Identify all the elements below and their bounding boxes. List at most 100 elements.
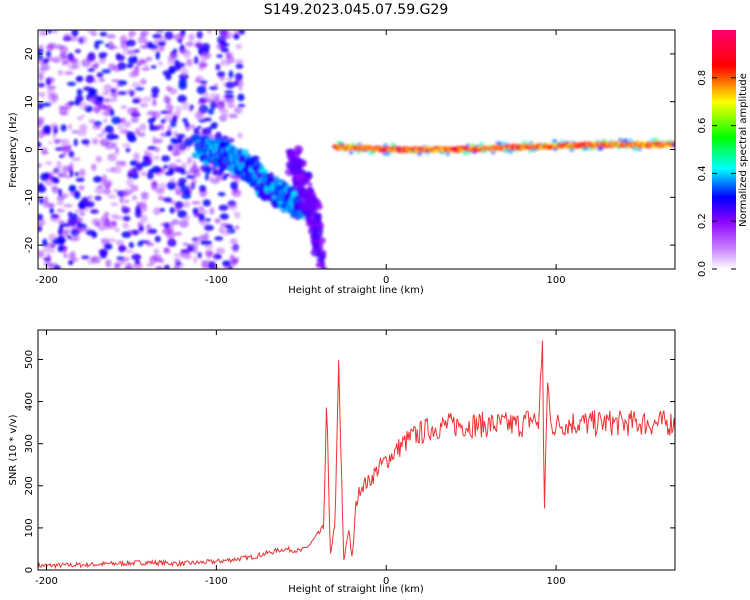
spectral-blob [228, 113, 239, 119]
spectral-blob [79, 168, 86, 177]
spectral-blob [186, 158, 192, 166]
spectral-blob [313, 238, 321, 246]
spectral-blob [218, 226, 224, 234]
spectral-blob [180, 167, 186, 175]
spectral-blob [38, 226, 43, 232]
spectral-blob [57, 219, 66, 225]
y-tick-label: 100 [24, 518, 35, 537]
spectral-blob [168, 109, 173, 114]
spectral-blob [67, 216, 78, 226]
spectral-blob [172, 114, 178, 123]
spectral-blob [226, 102, 236, 109]
spectral-blob [234, 59, 244, 64]
spectral-blob [225, 58, 231, 67]
spectral-blob [63, 204, 73, 208]
spectral-blob [160, 222, 166, 227]
spectral-blob [40, 91, 46, 98]
spectral-blob [68, 184, 77, 191]
spectral-blob [618, 138, 624, 143]
spectral-blob [316, 247, 322, 256]
spectral-blob [40, 64, 51, 71]
spectral-blob [185, 41, 194, 47]
spectral-blob [134, 65, 140, 72]
spectral-blob [627, 138, 633, 143]
spectral-blob [199, 80, 208, 84]
spectral-blob [99, 138, 110, 146]
spectral-blob [96, 72, 104, 78]
spectral-blob [177, 38, 183, 44]
spectral-blob [198, 206, 205, 211]
spectral-blob [228, 265, 233, 269]
spectral-blob [152, 256, 159, 261]
colorbar-tick-label: 0.4 [697, 165, 708, 181]
spectral-blob [204, 52, 212, 59]
snr-panel: -200 -100 0 100 0 100 200 300 400 500 Height of … [8, 329, 676, 595]
spectral-blob [160, 118, 166, 124]
spectral-blob [164, 171, 174, 176]
spectral-blob [103, 188, 111, 195]
spectral-blob [153, 248, 160, 255]
spectral-blob [75, 94, 84, 103]
spectral-blob [42, 58, 49, 64]
spectral-blob [124, 188, 129, 197]
spectral-blob [91, 138, 99, 145]
spectral-blob [165, 85, 172, 92]
spectral-blob [42, 238, 48, 248]
spectral-blob [216, 43, 225, 50]
spectral-blob [153, 39, 159, 45]
spectral-blob [111, 220, 117, 226]
spectral-blob [135, 254, 141, 261]
spectral-blob [110, 89, 116, 93]
spectral-blob [66, 81, 77, 87]
spectral-blob [150, 125, 160, 131]
y-tick-label: 10 [24, 95, 35, 108]
spectral-blob [237, 162, 244, 171]
spectral-blob [203, 91, 209, 101]
spectral-blob [68, 123, 73, 131]
spectral-blob [105, 168, 112, 172]
spectral-blob [214, 82, 219, 89]
spectral-blob [38, 218, 46, 226]
y-tick-label: 500 [24, 350, 35, 369]
spectral-blob [167, 238, 177, 247]
spectral-blob [167, 125, 172, 134]
spectral-blob [110, 202, 119, 207]
spectral-blob [219, 213, 229, 220]
y-tick-label: -20 [24, 237, 35, 253]
spectral-blob [169, 66, 176, 74]
spectral-blob [122, 143, 131, 148]
spectral-blob [180, 148, 185, 155]
spectral-blob [62, 145, 71, 154]
spectral-blob [182, 242, 190, 247]
spectral-blob [123, 206, 131, 213]
spectral-blob [38, 82, 45, 88]
spectral-blob [114, 263, 120, 268]
spectral-blob [75, 177, 85, 182]
spectral-blob [152, 136, 157, 145]
spectral-blob [218, 76, 224, 81]
spectral-blob [315, 262, 325, 268]
spectral-blob [38, 73, 44, 82]
x-tick-label: 100 [547, 576, 566, 587]
spectral-blob [57, 173, 63, 177]
spectral-blob [192, 160, 197, 169]
spectral-blob [38, 48, 44, 54]
x-tick-label: 100 [547, 275, 566, 286]
spectral-blob [210, 266, 218, 269]
spectral-blob [38, 130, 45, 139]
spectral-blob [191, 134, 198, 143]
spectral-blob [128, 241, 134, 249]
spectral-blob [139, 78, 147, 85]
spectral-blob [61, 223, 71, 228]
spectral-blob [51, 56, 61, 64]
spectral-blob [200, 240, 206, 245]
x-tick-label: -100 [205, 275, 228, 286]
snr-y-label: SNR (10 * v/v) [8, 414, 19, 485]
spectral-blob [85, 75, 95, 84]
spectral-blob [112, 65, 122, 73]
spectral-blob [77, 116, 83, 121]
spectral-blob [237, 103, 246, 108]
spectral-blob [38, 185, 47, 193]
spectral-blob [43, 196, 49, 205]
spectral-blob [215, 247, 226, 255]
